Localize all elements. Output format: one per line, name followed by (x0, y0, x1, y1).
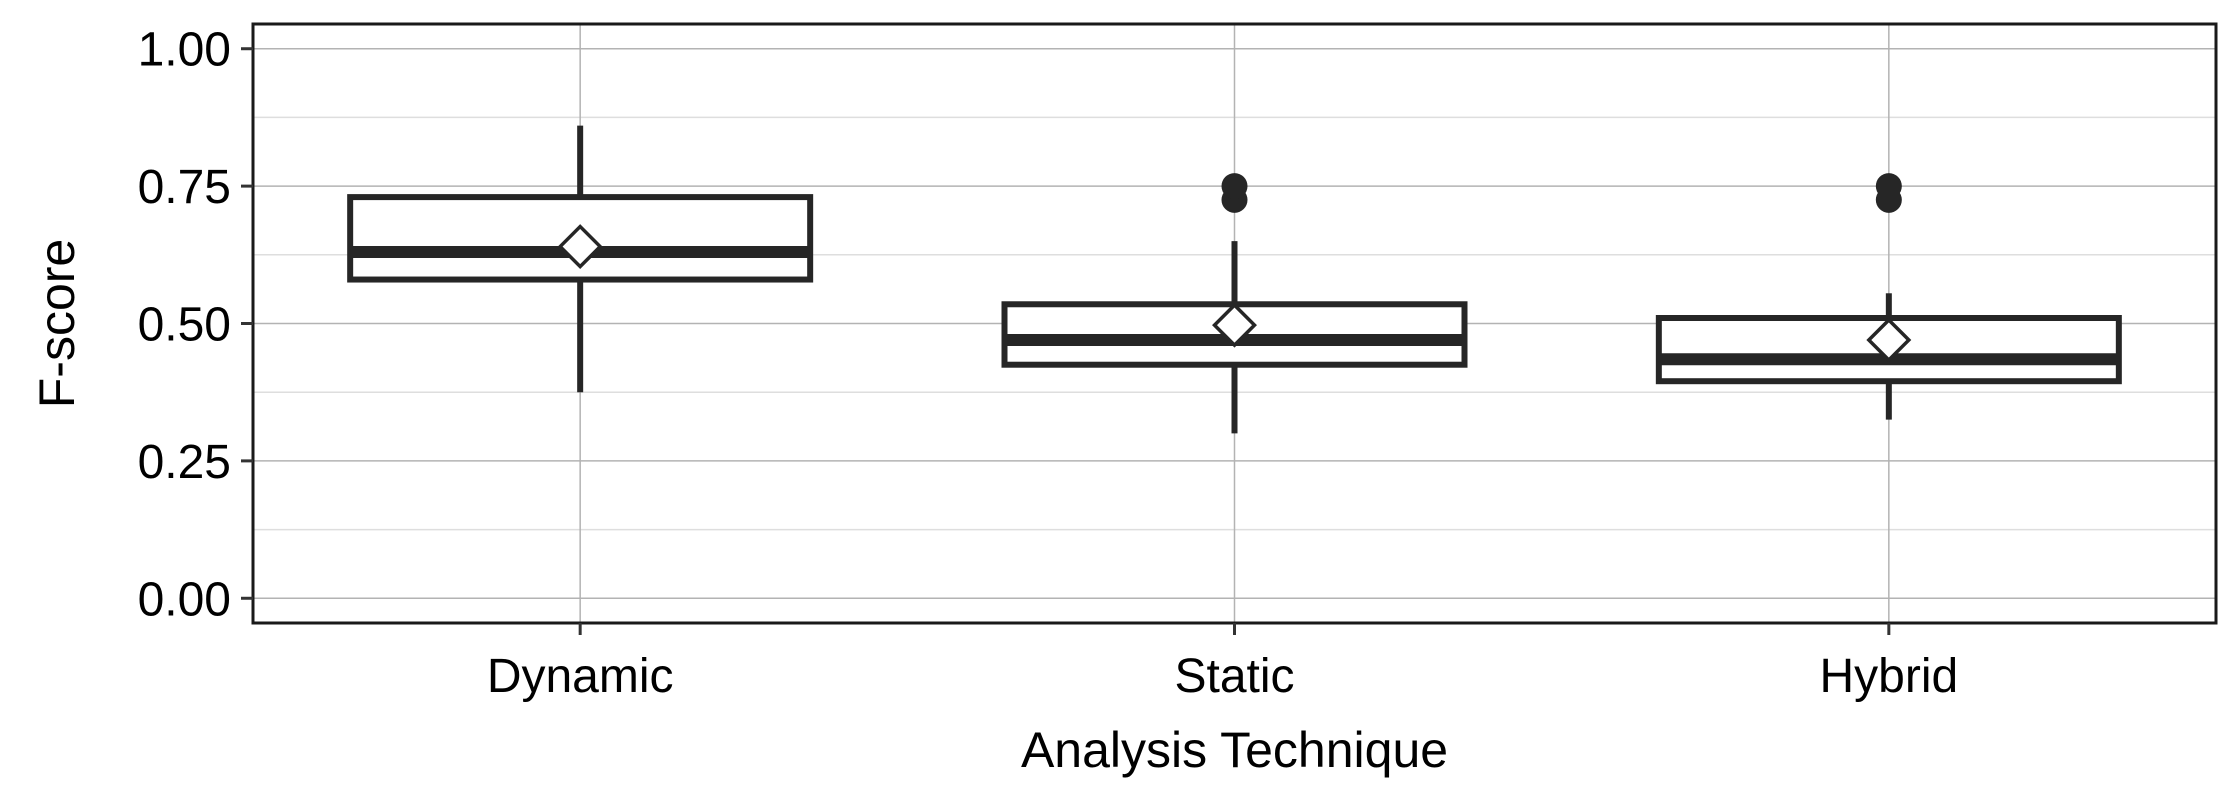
mean-marker-static (1212, 302, 1257, 348)
mean-marker-hybrid (1866, 317, 1912, 363)
box-static (1001, 173, 1468, 434)
axes-layer: 0.00 0.25 0.50 0.75 1.00 Dynamic Static Hybrid (138, 24, 1959, 703)
x-axis-title: Analysis Technique (1021, 722, 1448, 778)
y-axis-title: F-score (29, 239, 85, 408)
outlier-point-hybrid-1 (1875, 173, 1902, 200)
box-dynamic (347, 125, 814, 393)
x-tick-label-dynamic: Dynamic (487, 650, 674, 703)
y-tick-label-3: 0.75 (138, 161, 231, 214)
x-tick-label-hybrid: Hybrid (1819, 650, 1958, 703)
outlier-point-static-1 (1221, 173, 1248, 200)
box-hybrid (1655, 173, 2122, 420)
x-tick-label-static: Static (1174, 650, 1294, 703)
mean-marker-dynamic (557, 224, 603, 270)
y-tick-label-2: 0.50 (138, 299, 231, 352)
boxes-layer (347, 125, 2122, 434)
y-tick-label-0: 0.00 (138, 573, 231, 626)
y-tick-label-1: 0.25 (138, 436, 231, 489)
y-tick-label-4: 1.00 (138, 24, 231, 77)
